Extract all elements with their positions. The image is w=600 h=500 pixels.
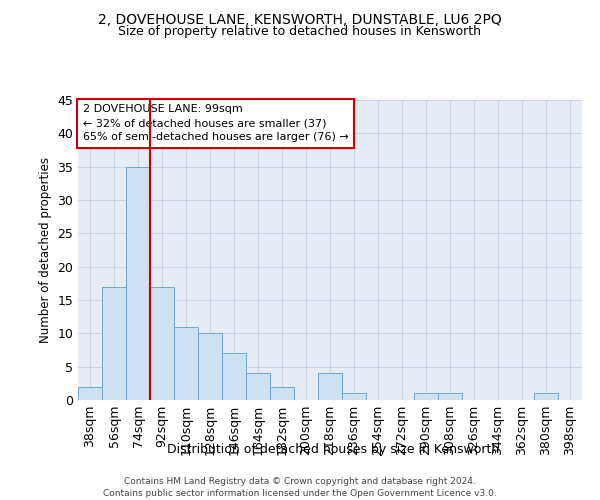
Text: Contains public sector information licensed under the Open Government Licence v3: Contains public sector information licen… [103,489,497,498]
Text: 2, DOVEHOUSE LANE, KENSWORTH, DUNSTABLE, LU6 2PQ: 2, DOVEHOUSE LANE, KENSWORTH, DUNSTABLE,… [98,12,502,26]
Bar [534,394,558,400]
Bar [246,374,270,400]
Bar [438,394,462,400]
Bar [414,394,438,400]
Bar [222,354,246,400]
Bar [126,166,150,400]
Bar [318,374,342,400]
Bar [174,326,198,400]
Bar [270,386,294,400]
Text: Distribution of detached houses by size in Kensworth: Distribution of detached houses by size … [167,442,499,456]
Bar [150,286,174,400]
Bar [342,394,366,400]
Bar [102,286,126,400]
Text: 2 DOVEHOUSE LANE: 99sqm
← 32% of detached houses are smaller (37)
65% of semi-de: 2 DOVEHOUSE LANE: 99sqm ← 32% of detache… [83,104,349,142]
Y-axis label: Number of detached properties: Number of detached properties [39,157,52,343]
Bar [198,334,222,400]
Bar [78,386,102,400]
Text: Contains HM Land Registry data © Crown copyright and database right 2024.: Contains HM Land Registry data © Crown c… [124,478,476,486]
Text: Size of property relative to detached houses in Kensworth: Size of property relative to detached ho… [119,25,482,38]
